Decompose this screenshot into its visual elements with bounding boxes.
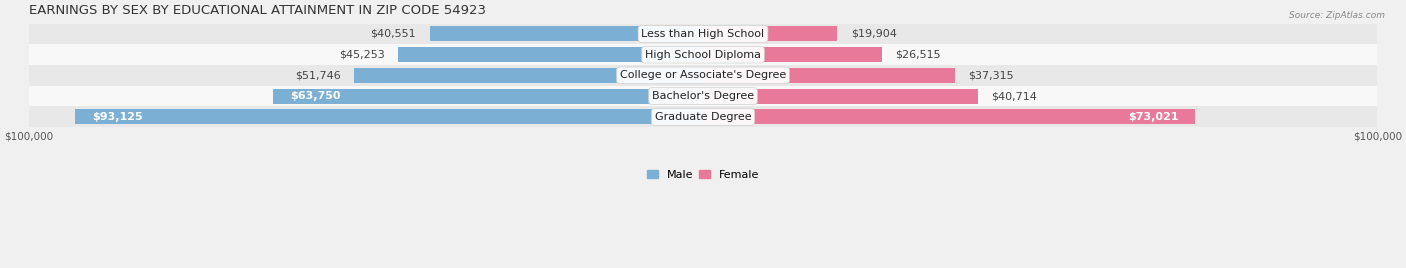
- Text: $37,315: $37,315: [969, 70, 1014, 80]
- Text: EARNINGS BY SEX BY EDUCATIONAL ATTAINMENT IN ZIP CODE 54923: EARNINGS BY SEX BY EDUCATIONAL ATTAINMEN…: [28, 4, 485, 17]
- Bar: [430, 27, 703, 41]
- Legend: Male, Female: Male, Female: [643, 165, 763, 184]
- Text: College or Associate's Degree: College or Associate's Degree: [620, 70, 786, 80]
- Text: $40,714: $40,714: [991, 91, 1036, 101]
- Text: $26,515: $26,515: [896, 50, 941, 60]
- Bar: [75, 109, 703, 124]
- Text: $19,904: $19,904: [851, 29, 897, 39]
- Bar: [28, 24, 1378, 44]
- Text: $73,021: $73,021: [1128, 112, 1178, 122]
- Bar: [703, 89, 977, 104]
- Bar: [703, 27, 837, 41]
- Text: $40,551: $40,551: [370, 29, 416, 39]
- Bar: [398, 47, 703, 62]
- Text: Graduate Degree: Graduate Degree: [655, 112, 751, 122]
- Text: Bachelor's Degree: Bachelor's Degree: [652, 91, 754, 101]
- Text: Source: ZipAtlas.com: Source: ZipAtlas.com: [1289, 11, 1385, 20]
- Text: Less than High School: Less than High School: [641, 29, 765, 39]
- Bar: [703, 109, 1195, 124]
- Bar: [273, 89, 703, 104]
- Text: $63,750: $63,750: [290, 91, 340, 101]
- Bar: [28, 65, 1378, 86]
- Text: $93,125: $93,125: [91, 112, 142, 122]
- Bar: [28, 106, 1378, 127]
- Bar: [28, 86, 1378, 106]
- Bar: [703, 68, 955, 83]
- Text: $45,253: $45,253: [339, 50, 384, 60]
- Bar: [28, 44, 1378, 65]
- Text: $51,746: $51,746: [295, 70, 340, 80]
- Text: High School Diploma: High School Diploma: [645, 50, 761, 60]
- Bar: [354, 68, 703, 83]
- Bar: [703, 47, 882, 62]
